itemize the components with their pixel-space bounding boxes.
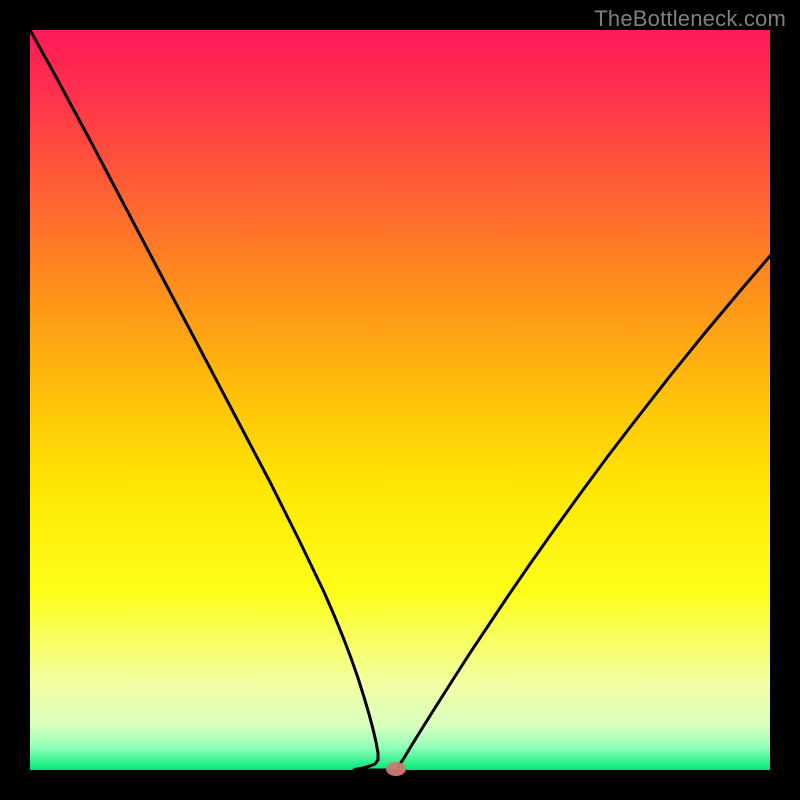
chart-svg	[0, 0, 800, 800]
watermark-text: TheBottleneck.com	[594, 6, 786, 32]
bottleneck-chart	[0, 0, 800, 800]
